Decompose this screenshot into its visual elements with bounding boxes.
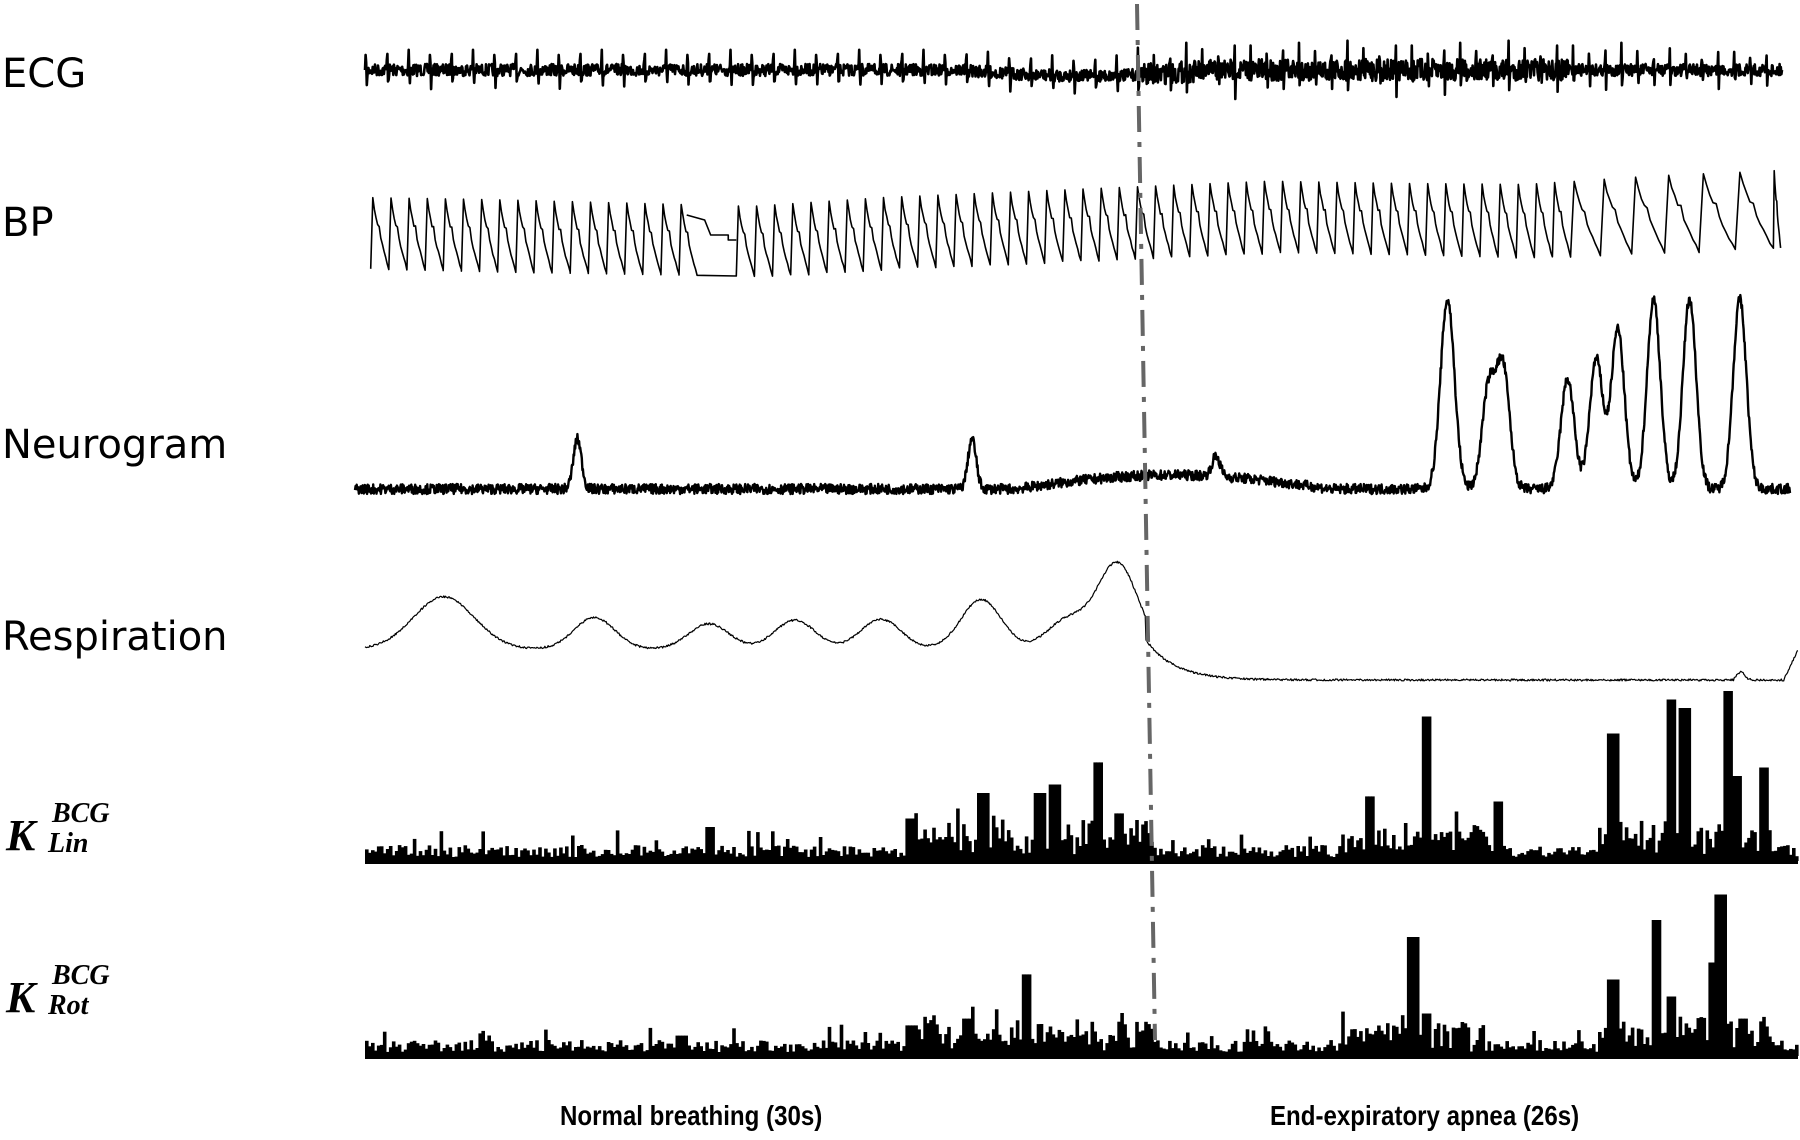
neurogram-label: Neurogram	[2, 422, 228, 468]
k-lin-main: K	[6, 811, 36, 860]
k-lin-superscript: BCG	[52, 798, 110, 829]
k-lin-subscript: Lin	[48, 828, 89, 859]
k-rot-subscript: Rot	[48, 990, 89, 1021]
k-rot-trace	[365, 894, 1799, 1059]
normal-breathing-label: Normal breathing (30s)	[560, 1100, 823, 1131]
respiration-label: Respiration	[2, 614, 228, 660]
apnea-label: End-expiratory apnea (26s)	[1270, 1100, 1580, 1131]
k-lin-trace	[365, 691, 1799, 864]
bp-trace	[369, 169, 1782, 278]
respiration-trace	[364, 560, 1799, 682]
phase-divider-line	[1135, 3, 1157, 1041]
k-rot-main: K	[6, 973, 36, 1022]
neurogram-trace	[353, 293, 1792, 496]
k-rot-superscript: BCG	[52, 960, 110, 991]
ecg-label: ECG	[2, 51, 87, 97]
bp-label: BP	[2, 200, 54, 246]
ecg-trace	[363, 39, 1784, 101]
